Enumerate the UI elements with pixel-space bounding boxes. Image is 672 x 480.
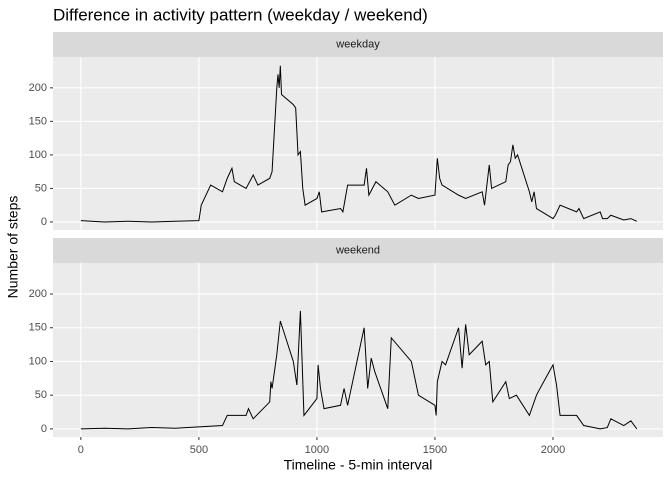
y-tick-label: 50	[35, 389, 47, 401]
strip	[53, 32, 663, 57]
x-tick-label: 0	[78, 444, 84, 456]
y-tick-label: 150	[29, 322, 47, 334]
strip	[53, 238, 663, 263]
panel-background	[53, 263, 663, 437]
x-axis-label: Timeline - 5-min interval	[284, 457, 433, 473]
y-tick-label: 50	[35, 182, 47, 194]
y-tick-label: 200	[29, 288, 47, 300]
x-tick-label: 1500	[423, 444, 447, 456]
data-line	[80, 310, 638, 430]
y-tick-label: 100	[29, 149, 47, 161]
y-tick-label: 0	[41, 423, 47, 435]
y-tick-label: 150	[29, 115, 47, 127]
strip-label: weekend	[335, 244, 380, 256]
y-tick-label: 100	[29, 355, 47, 367]
data-line	[80, 65, 638, 223]
chart-title: Difference in activity pattern (weekday …	[53, 5, 428, 24]
x-tick-label: 2000	[541, 444, 565, 456]
y-axis-label: Number of steps	[5, 196, 21, 299]
y-tick-label: 200	[29, 82, 47, 94]
strip-label: weekday	[335, 38, 380, 50]
panel-background	[53, 57, 663, 230]
y-tick-label: 0	[41, 216, 47, 228]
x-tick-label: 1000	[305, 444, 329, 456]
x-tick-label: 500	[190, 444, 208, 456]
